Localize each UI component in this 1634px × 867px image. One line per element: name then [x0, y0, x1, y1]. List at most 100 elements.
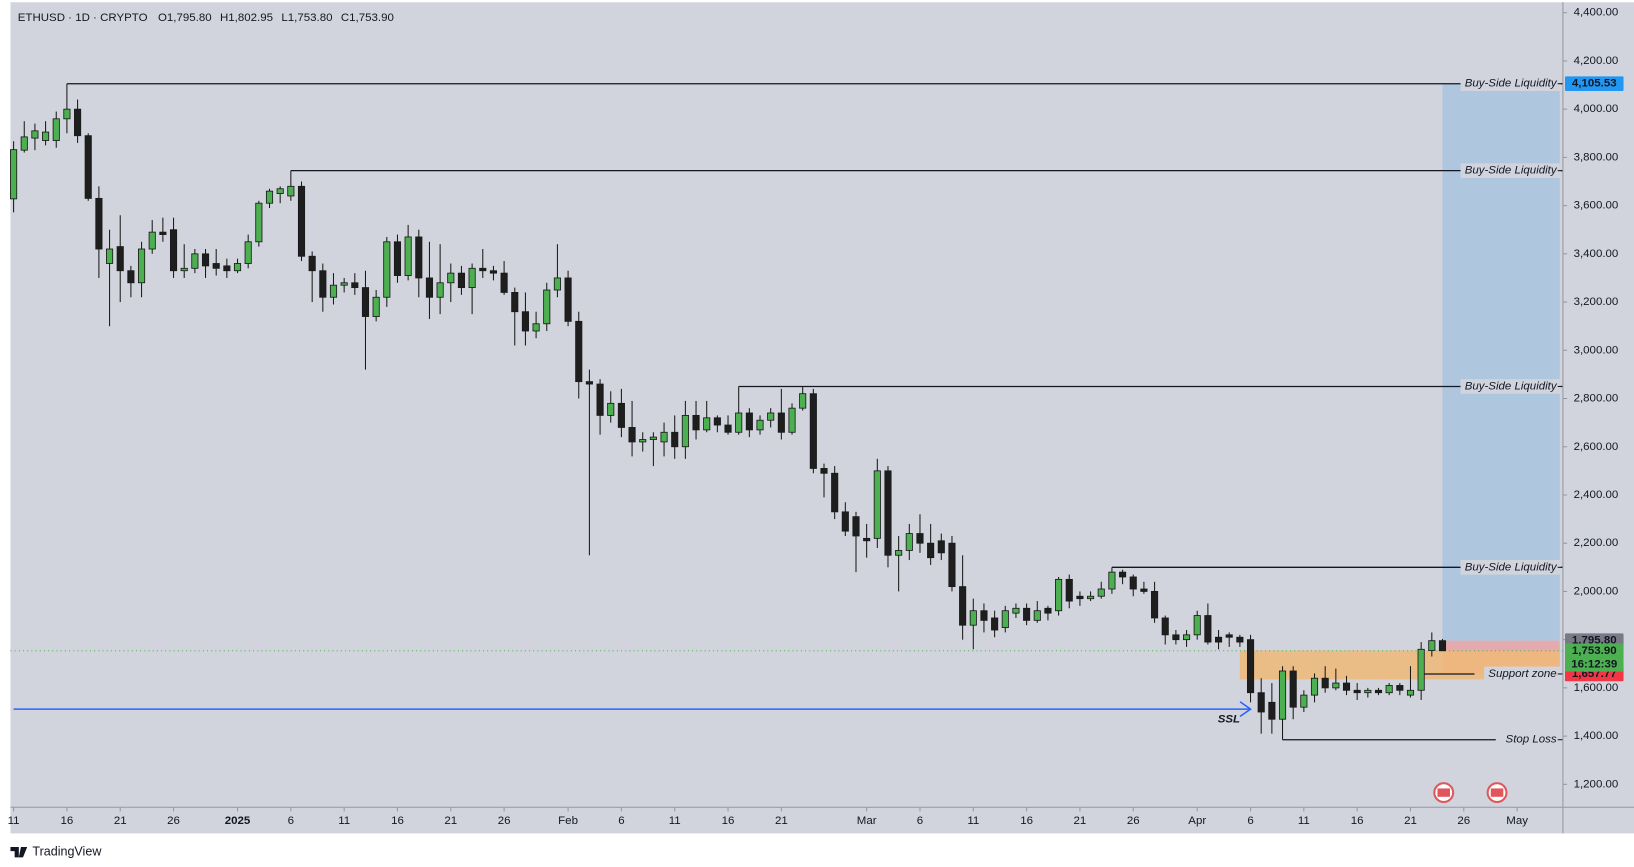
- x-tick-label: Mar: [857, 815, 877, 827]
- x-tick-label: 21: [1404, 815, 1417, 827]
- candle-body: [308, 255, 316, 272]
- candle-body: [415, 236, 423, 279]
- x-tick-label: 16: [1351, 815, 1364, 827]
- x-tick-label: 16: [391, 815, 404, 827]
- y-tick-label: 2,200.00: [1574, 537, 1619, 549]
- candle-body: [500, 272, 508, 293]
- ohlc-key: C: [341, 12, 349, 24]
- x-tick-label: 6: [618, 815, 624, 827]
- candle-body: [169, 229, 178, 272]
- candle-body: [351, 282, 359, 289]
- candle-body: [1289, 670, 1297, 708]
- candle-body: [1204, 615, 1212, 643]
- candle-body: [1332, 682, 1340, 689]
- candle-body: [756, 419, 764, 431]
- candle-body: [831, 472, 839, 513]
- candle-body: [1012, 607, 1020, 614]
- candle-body: [916, 533, 924, 544]
- ohlc-key: O: [158, 12, 167, 24]
- y-tick-label: 3,200.00: [1574, 296, 1619, 308]
- candle-body: [1406, 689, 1415, 696]
- candle-body: [1428, 640, 1436, 651]
- candle-body: [1438, 640, 1447, 652]
- level-label: SSL: [1218, 714, 1240, 726]
- label-background: [1460, 379, 1561, 394]
- x-tick-label: Apr: [1188, 815, 1206, 827]
- candle-body: [724, 424, 732, 433]
- candle-body: [1108, 571, 1116, 590]
- candle-body: [1055, 578, 1063, 612]
- candle-body: [671, 431, 679, 448]
- candle-body: [425, 277, 434, 298]
- candle-body: [340, 282, 348, 286]
- y-tick-label: 1,400.00: [1574, 730, 1619, 742]
- candle-body: [841, 511, 849, 532]
- label-background: [1460, 76, 1561, 92]
- candle-body: [52, 118, 60, 141]
- label-background: [1501, 732, 1561, 748]
- level-label: Buy-Side Liquidity: [1465, 561, 1558, 573]
- candle-body: [1342, 682, 1351, 691]
- candle-body: [991, 617, 999, 631]
- candle-body: [511, 292, 519, 313]
- price-tag-label: 4,105.53: [1572, 78, 1617, 90]
- candle-body: [1310, 677, 1319, 696]
- candle-body: [1044, 607, 1052, 614]
- x-tick-label: 26: [167, 815, 180, 827]
- x-tick-label: 16: [1020, 815, 1033, 827]
- candle-body: [788, 407, 796, 433]
- candle-body: [820, 468, 828, 474]
- candle-body: [10, 149, 18, 200]
- candle-body: [969, 610, 977, 626]
- y-tick-label: 1,200.00: [1574, 778, 1619, 790]
- candle-body: [1300, 694, 1308, 708]
- level-label: Buy-Side Liquidity: [1465, 78, 1558, 90]
- candle-body: [74, 108, 82, 137]
- candle-body: [1268, 701, 1276, 720]
- candle-body: [436, 282, 444, 298]
- candle-body: [532, 323, 540, 332]
- y-tick-label: 4,400.00: [1574, 7, 1619, 19]
- candle-body: [681, 414, 689, 448]
- candle-body: [42, 131, 50, 141]
- x-tick-label: 26: [1127, 815, 1140, 827]
- x-tick-label: Feb: [558, 815, 578, 827]
- legend-header: ETHUSD · 1D · CRYPTO O1,795.80 H1,802.95 L1…: [18, 12, 394, 24]
- candle-body: [799, 393, 807, 409]
- candle-body: [191, 253, 199, 269]
- candle-body: [1385, 685, 1393, 694]
- candle-body: [617, 402, 625, 428]
- candle-body: [1023, 607, 1031, 621]
- candle-body: [660, 431, 668, 443]
- y-tick-label: 3,600.00: [1574, 200, 1619, 212]
- candle-body: [479, 267, 487, 272]
- candle-body: [1033, 610, 1041, 621]
- candle-body: [873, 470, 881, 539]
- ohlc-key: H: [220, 12, 228, 24]
- x-tick-label: 21: [444, 815, 457, 827]
- chart-background: [10, 2, 1634, 834]
- y-tick-label: 1,600.00: [1574, 682, 1619, 694]
- candle-body: [1278, 670, 1287, 720]
- ohlc-key: L: [281, 12, 287, 24]
- label-background: [1484, 666, 1561, 682]
- candle-body: [233, 263, 242, 272]
- candle-body: [852, 516, 860, 537]
- level-label: Buy-Side Liquidity: [1465, 380, 1558, 392]
- candle-body: [265, 190, 274, 204]
- ohlc-value: 1,753.90: [349, 12, 394, 24]
- label-background: [1460, 559, 1561, 575]
- candle-body: [180, 267, 188, 272]
- brand-name: TradingView: [32, 845, 102, 859]
- candle-body: [1364, 689, 1372, 694]
- price-tag-label: 1,753.90: [1572, 645, 1617, 657]
- candle-body: [1183, 634, 1191, 641]
- candle-body: [1257, 692, 1265, 713]
- level-label: Stop Loss: [1506, 734, 1557, 746]
- candle-body: [20, 136, 28, 151]
- candle-body: [692, 414, 700, 431]
- x-tick-label: May: [1506, 815, 1528, 827]
- candle-body: [1225, 634, 1233, 638]
- level-label: Buy-Side Liquidity: [1465, 165, 1558, 177]
